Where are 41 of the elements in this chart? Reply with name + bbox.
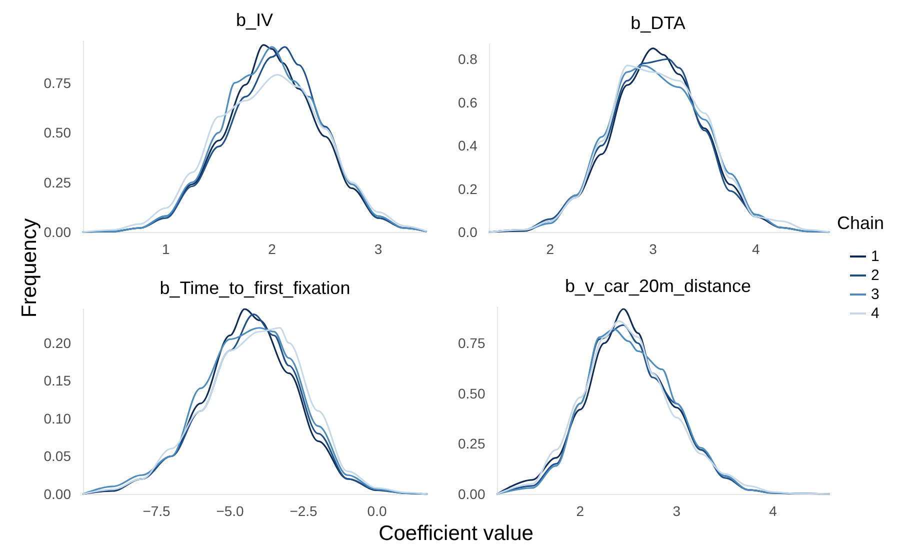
y-tick-label: 0.00: [44, 224, 72, 240]
x-axis-title: Coefficient value: [378, 522, 534, 546]
y-tick-label: 0.6: [458, 94, 478, 110]
x-tick-label: 2: [576, 503, 584, 519]
legend-label: 4: [871, 305, 880, 322]
y-tick-label: 0.8: [458, 51, 478, 68]
y-axis-title: Frequency: [18, 218, 42, 318]
y-tick-label: 0.0: [458, 224, 478, 240]
y-tick-label: 0.50: [458, 385, 486, 402]
legend-title: Chain: [837, 213, 884, 233]
chart-title: b_Time_to_first_fixation: [160, 278, 350, 298]
x-tick-label: −7.5: [142, 503, 171, 519]
x-tick-label: 3: [672, 503, 681, 519]
legend-label: 3: [871, 286, 880, 303]
y-tick-label: 0.10: [44, 410, 72, 426]
x-tick-label: 2: [546, 241, 554, 257]
y-tick-label: 0.05: [44, 448, 72, 464]
x-tick-label: 2: [268, 241, 276, 257]
legend-label: 2: [871, 267, 880, 284]
y-tick-label: 0.75: [458, 335, 486, 352]
x-tick-label: −5.0: [216, 503, 244, 519]
chart-title: b_v_car_20m_distance: [564, 276, 752, 296]
y-tick-label: 0.20: [44, 334, 72, 351]
y-tick-label: 0.2: [458, 180, 478, 197]
y-tick-label: 0.00: [44, 486, 72, 502]
y-tick-label: 0.00: [458, 486, 486, 502]
y-tick-label: 0.15: [44, 372, 72, 389]
x-tick-label: 0.0: [367, 503, 387, 519]
chart-title: b_DTA: [630, 13, 686, 33]
y-tick-label: 0.50: [44, 124, 72, 141]
x-tick-label: 1: [162, 241, 170, 257]
x-tick-label: −2.5: [290, 503, 318, 519]
y-tick-label: 0.4: [458, 138, 478, 154]
x-tick-label: 3: [374, 241, 382, 257]
x-tick-label: 3: [649, 241, 658, 257]
y-tick-label: 0.25: [458, 436, 486, 452]
y-tick-label: 0.75: [44, 74, 72, 91]
y-tick-label: 0.25: [44, 174, 72, 190]
x-tick-label: 4: [752, 241, 760, 257]
x-tick-label: 4: [769, 503, 778, 519]
chart-title: b_IV: [236, 10, 274, 30]
